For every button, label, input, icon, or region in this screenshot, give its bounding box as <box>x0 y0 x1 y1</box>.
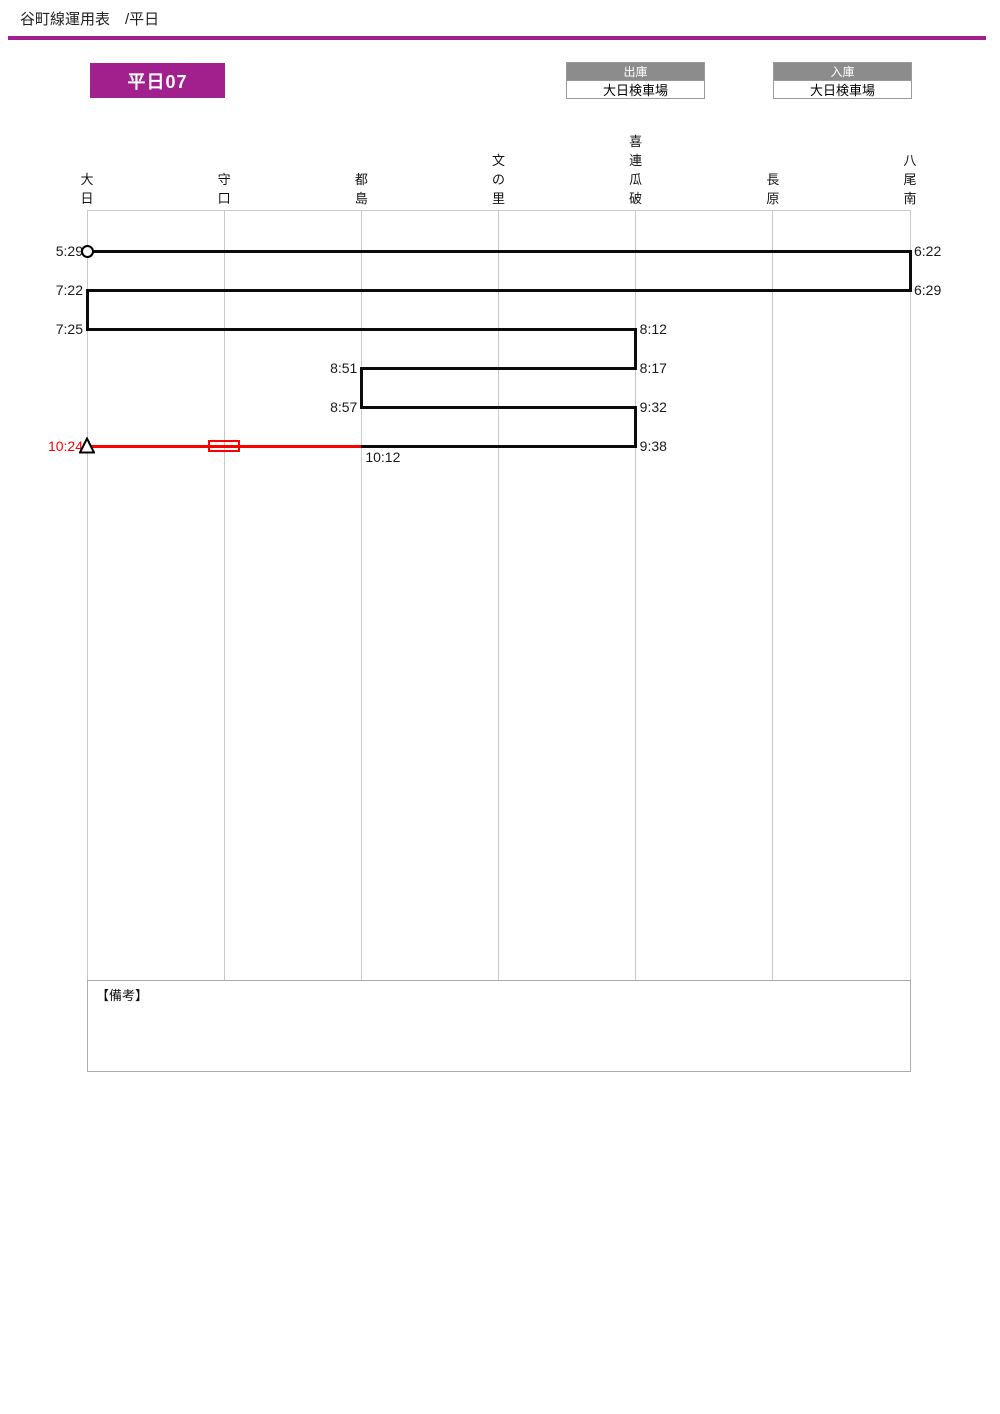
grid-line <box>772 210 774 980</box>
time-label: 5:29 <box>55 243 83 259</box>
grid-line <box>86 210 88 980</box>
station-label-char: の <box>491 172 505 187</box>
grid-line <box>635 210 637 980</box>
depot-in-value: 大日検車場 <box>774 81 911 98</box>
station-label: 都島 <box>352 170 370 208</box>
trip-line <box>361 444 636 448</box>
station-label-char: 南 <box>903 191 917 206</box>
station-label: 喜連瓜破 <box>627 132 645 208</box>
station-label-char: 島 <box>354 191 368 206</box>
station-label-char: 喜 <box>629 134 643 149</box>
grid-line <box>909 210 911 980</box>
station-label: 長原 <box>764 170 782 208</box>
trip-line <box>361 405 636 409</box>
time-label: 8:51 <box>330 360 358 376</box>
station-label-char: 守 <box>217 172 231 187</box>
time-label: 10:24 <box>47 438 83 454</box>
time-label: 10:12 <box>365 449 401 465</box>
station-label: 八尾南 <box>901 151 919 208</box>
trip-line <box>87 444 362 448</box>
depot-out-box: 出庫 大日検車場 <box>566 62 705 99</box>
depot-out-header: 出庫 <box>567 63 704 81</box>
time-label: 9:32 <box>639 399 667 415</box>
trip-line <box>361 366 636 370</box>
station-label: 文の里 <box>490 151 508 208</box>
station-label-char: 瓜 <box>629 172 643 187</box>
depot-in-triangle-icon <box>78 436 96 454</box>
grid-line <box>498 210 499 980</box>
station-label-char: 里 <box>491 191 505 206</box>
station-label: 大日 <box>78 170 96 208</box>
station-label: 守口 <box>215 170 233 208</box>
trip-connector <box>908 249 912 292</box>
time-label: 8:12 <box>639 321 667 337</box>
time-label: 6:22 <box>914 243 942 259</box>
trip-connector <box>359 366 363 409</box>
trip-line <box>87 327 636 331</box>
run-number-badge: 平日07 <box>90 63 225 98</box>
grid-line <box>223 210 225 980</box>
trip-connector <box>634 405 638 448</box>
station-label-char: 口 <box>217 191 231 206</box>
station-label-char: 大 <box>80 172 94 187</box>
station-label-char: 日 <box>80 191 94 206</box>
depot-in-header: 入庫 <box>774 63 911 81</box>
trip-line <box>87 288 910 292</box>
time-label: 8:57 <box>330 399 358 415</box>
station-label-char: 長 <box>766 172 780 187</box>
depot-out-value: 大日検車場 <box>567 81 704 98</box>
depot-in-box: 入庫 大日検車場 <box>773 62 912 99</box>
remarks-label: 【備考】 <box>96 988 149 1003</box>
time-label: 7:22 <box>55 282 83 298</box>
station-label-char: 八 <box>903 153 917 168</box>
trip-line <box>87 249 910 253</box>
time-label: 8:17 <box>639 360 667 376</box>
station-label-char: 原 <box>766 191 780 206</box>
time-label: 6:29 <box>914 282 942 298</box>
depot-out-circle-icon <box>80 244 94 258</box>
station-label-char: 尾 <box>903 172 917 187</box>
title-rule <box>8 36 986 40</box>
station-label-char: 都 <box>354 172 368 187</box>
remarks-box: 【備考】 <box>87 980 911 1072</box>
trip-connector <box>85 288 89 331</box>
grid-line <box>360 210 362 980</box>
page-title: 谷町線運用表 /平日 <box>20 11 160 28</box>
time-label: 9:38 <box>639 438 667 454</box>
deadhead-box-icon <box>208 440 241 452</box>
trip-connector <box>634 327 638 370</box>
time-label: 7:25 <box>55 321 83 337</box>
station-label-char: 文 <box>491 153 505 168</box>
station-label-char: 破 <box>629 191 643 206</box>
station-label-char: 連 <box>629 153 643 168</box>
